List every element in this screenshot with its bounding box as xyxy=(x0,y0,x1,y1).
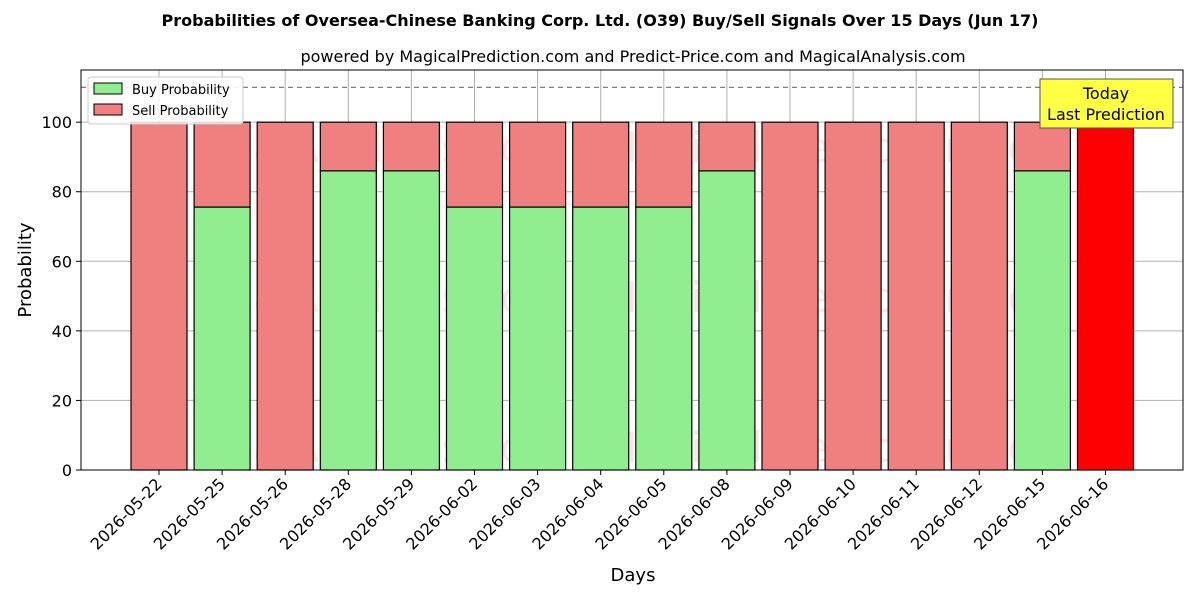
buy-bar xyxy=(319,170,377,471)
y-axis: 0 20 40 60 80 100 xyxy=(41,113,81,480)
buy-bar xyxy=(698,170,756,471)
chart-subtitle: powered by MagicalPrediction.com and Pre… xyxy=(300,47,965,66)
plot-frame xyxy=(80,69,1184,471)
sell-bar xyxy=(635,121,693,208)
sell-bar xyxy=(1013,121,1072,172)
x-axis: 2026-05-222026-05-252026-05-262026-05-28… xyxy=(87,470,1112,554)
today-annotation: Today Last Prediction xyxy=(1039,78,1174,129)
legend-swatch xyxy=(93,103,123,116)
sell-bar xyxy=(572,121,630,208)
annotation-box xyxy=(1039,78,1174,129)
sell-bar xyxy=(698,121,756,172)
sell-bar xyxy=(382,121,440,172)
sell-bar xyxy=(130,121,188,471)
sell-bar xyxy=(1076,121,1135,471)
buy-bar xyxy=(1013,170,1072,471)
y-tick-label: 80 xyxy=(52,183,72,202)
chart-title: Probabilities of Oversea-Chinese Banking… xyxy=(162,11,1039,30)
legend: Buy Probability Sell Probability xyxy=(87,76,244,125)
y-tick-label: 20 xyxy=(52,391,72,410)
y-axis-label: Probability xyxy=(15,222,36,317)
y-tick-label: 60 xyxy=(52,252,72,271)
y-tick-label: 100 xyxy=(41,113,72,132)
buy-bar xyxy=(193,206,251,471)
sell-bar xyxy=(319,121,377,172)
buy-bar xyxy=(382,170,440,471)
sell-bar xyxy=(256,121,314,471)
sell-bar xyxy=(193,121,251,208)
buy-bar xyxy=(445,206,504,471)
buy-bar xyxy=(572,206,630,471)
y-tick-label: 40 xyxy=(52,322,72,341)
sell-bar xyxy=(887,121,945,471)
bars xyxy=(130,121,1135,471)
sell-bar xyxy=(761,121,819,471)
sell-bar xyxy=(509,121,567,208)
sell-bar xyxy=(445,121,504,208)
sell-bar xyxy=(824,121,882,471)
y-tick-label: 0 xyxy=(62,461,72,480)
buy-bar xyxy=(509,206,567,471)
sell-bar xyxy=(950,121,1008,471)
annotation-text: Last Prediction xyxy=(1047,105,1165,124)
buy-bar xyxy=(635,206,693,471)
legend-swatch xyxy=(93,82,123,95)
legend-label: Buy Probability xyxy=(132,83,230,98)
annotation-text: Today xyxy=(1082,84,1129,103)
legend-box xyxy=(87,76,244,125)
legend-label: Sell Probability xyxy=(132,104,229,119)
x-axis-label: Days xyxy=(611,565,656,586)
